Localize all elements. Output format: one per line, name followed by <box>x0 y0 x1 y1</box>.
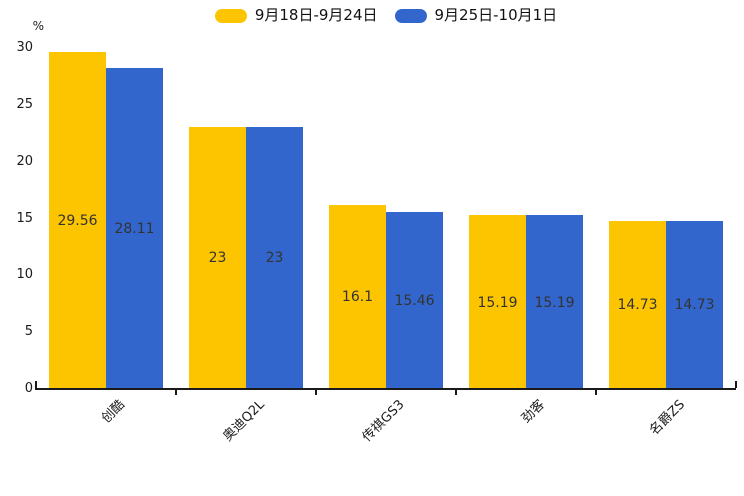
y-tick-label: 20 <box>16 153 33 169</box>
x-category-label: 创酷 <box>98 397 128 427</box>
x-category-label: 名爵ZS <box>646 397 688 439</box>
bar-series0-奥迪Q2L <box>189 126 246 388</box>
bar-value-label: 23 <box>208 250 227 267</box>
bar-value-label: 14.73 <box>674 297 715 314</box>
legend-swatch-icon <box>394 8 427 23</box>
y-tick-label: 10 <box>16 267 33 283</box>
legend-label: 9月25日-10月1日 <box>434 6 558 24</box>
legend-item-0: 9月18日-9月24日 <box>214 6 378 24</box>
bar-series0-传祺GS3 <box>329 204 386 388</box>
bar-value-label: 29.56 <box>57 213 98 229</box>
y-tick-label: 25 <box>16 96 33 112</box>
bar-series1-名爵ZS <box>666 220 723 388</box>
bar-value-label: 15.46 <box>394 293 435 310</box>
x-category-label: 传祺GS3 <box>360 397 408 446</box>
bar-series1-奥迪Q2L <box>246 126 303 388</box>
x-axis-tick <box>455 390 457 395</box>
bar-value-label: 23 <box>265 250 284 267</box>
x-axis-end-cap <box>735 381 737 388</box>
bar-series0-劲客 <box>469 215 526 388</box>
bar-value-label: 14.73 <box>617 297 658 314</box>
x-category-label: 劲客 <box>518 397 548 427</box>
x-category-label: 奥迪Q2L <box>220 397 268 445</box>
bar-value-label: 15.19 <box>534 294 575 311</box>
bar-series1-传祺GS3 <box>386 212 443 388</box>
legend-label: 9月18日-9月24日 <box>254 6 378 24</box>
bar-series0-名爵ZS <box>609 220 666 388</box>
bar-value-label: 15.19 <box>477 294 518 311</box>
legend-item-1: 9月25日-10月1日 <box>394 6 558 24</box>
x-axis-line <box>35 388 736 390</box>
legend-swatch-icon <box>214 8 247 23</box>
bar-value-label: 28.11 <box>114 221 155 238</box>
x-axis-tick <box>315 390 317 395</box>
y-tick-label: 5 <box>24 324 33 340</box>
bar-series1-创酷 <box>106 68 163 388</box>
y-tick-label: 30 <box>16 40 33 55</box>
bar-series1-劲客 <box>526 215 583 388</box>
y-tick-label: 0 <box>24 381 33 396</box>
bar-value-label: 16.1 <box>341 289 374 306</box>
legend: 9月18日-9月24日 9月25日-10月1日 <box>36 8 736 23</box>
bar-series0-创酷 <box>49 52 106 388</box>
y-axis-unit-label: % <box>32 19 44 33</box>
x-axis-tick <box>175 390 177 395</box>
x-axis-end-cap <box>35 381 37 388</box>
x-axis-tick <box>595 390 597 395</box>
y-tick-label: 15 <box>16 210 33 226</box>
